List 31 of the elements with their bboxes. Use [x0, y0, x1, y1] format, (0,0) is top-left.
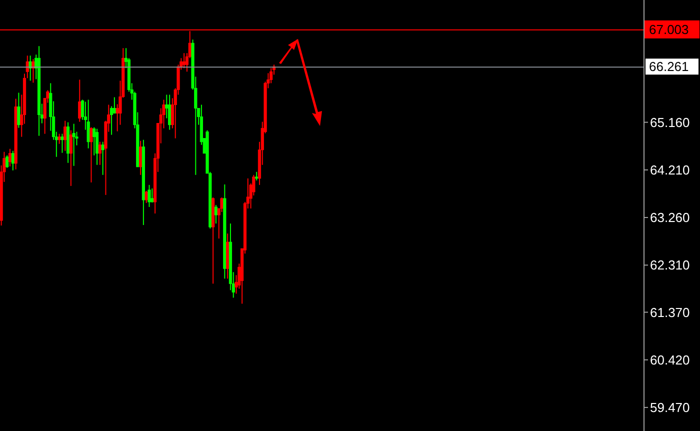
candlestick — [148, 184, 151, 208]
candlestick — [95, 128, 99, 166]
candlestick — [60, 133, 64, 154]
candlestick — [144, 190, 148, 204]
candlestick — [90, 126, 93, 183]
y-tick-label: 59.470 — [650, 400, 690, 416]
candlestick — [270, 68, 273, 84]
ref-line-label: 66.261 — [649, 59, 689, 74]
candlestick — [220, 196, 224, 212]
candlestick — [6, 154, 9, 168]
candlestick — [86, 99, 90, 149]
candlestick — [8, 148, 12, 167]
y-tick-label: 61.370 — [650, 304, 690, 320]
candlestick — [110, 106, 114, 136]
candlestick — [168, 94, 172, 130]
candlestick — [78, 79, 82, 122]
y-tick-label: 64.210 — [650, 162, 690, 178]
candlestick — [64, 120, 67, 152]
ref-line-label: 67.003 — [649, 22, 689, 37]
candlestick — [150, 188, 154, 203]
candlestick — [17, 92, 20, 128]
y-tick-label: 63.260 — [650, 210, 690, 226]
candlestick — [58, 133, 61, 144]
candlestick — [138, 140, 142, 176]
y-tick-label: 60.420 — [650, 352, 690, 368]
y-tick-label: 65.160 — [650, 114, 690, 130]
candlestick — [101, 141, 104, 176]
candlestick — [182, 52, 186, 69]
y-tick-label: 62.310 — [650, 258, 690, 273]
candlestick — [69, 130, 72, 186]
candlestick — [72, 123, 76, 166]
